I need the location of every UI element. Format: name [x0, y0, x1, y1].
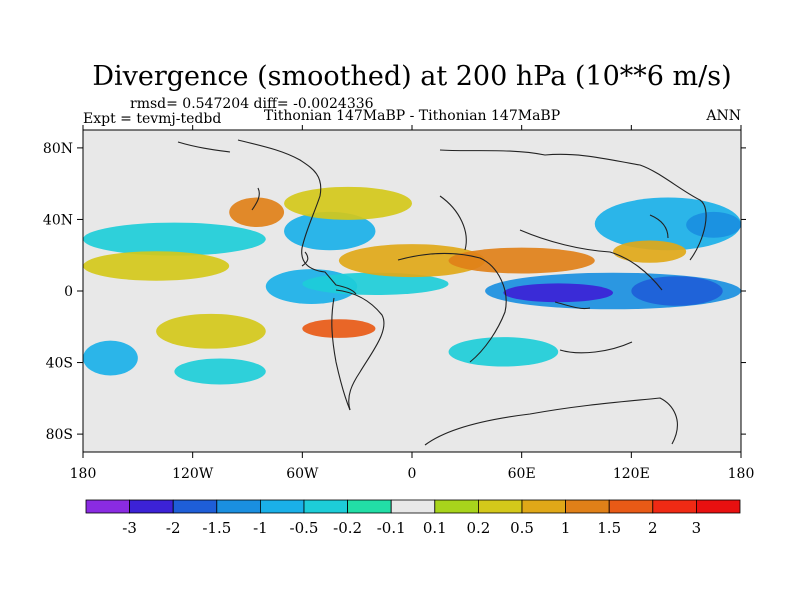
colorbar-label: -3 [122, 519, 137, 537]
colorbar-swatch [216, 499, 261, 514]
field-band [156, 313, 266, 349]
colorbar-label: 2 [648, 519, 658, 537]
colorbar-label: 3 [692, 519, 702, 537]
y-tick-label: 40S [46, 356, 73, 372]
colorbar-label: 0.5 [510, 519, 534, 537]
y-axis: 80N 40N 0 40S 80S [43, 141, 746, 443]
y-tick-label: 80S [46, 427, 73, 443]
field-band [613, 240, 687, 263]
field-band [302, 319, 376, 338]
comparison-label: Tithonian 147MaBP - Tithonian 147MaBP [264, 108, 560, 124]
x-tick-label: 60E [508, 466, 536, 482]
colorbar-label: 0.2 [466, 519, 490, 537]
map-plot-area [82, 129, 742, 453]
field-band [174, 358, 266, 385]
x-tick-label: 180 [728, 466, 755, 482]
field-band [503, 283, 614, 303]
colorbar-label: -0.1 [377, 519, 406, 537]
x-tick-label: 120W [172, 466, 214, 482]
colorbar-swatch [521, 499, 566, 514]
x-tick-label: 60W [286, 466, 319, 482]
y-tick-label: 80N [43, 141, 73, 157]
colorbar-swatch [172, 499, 218, 514]
colorbar-label: 1 [561, 519, 571, 537]
field-band [83, 251, 230, 281]
field-band [686, 211, 741, 238]
colorbar-swatch [652, 499, 697, 514]
colorbar-label: -0.2 [333, 519, 362, 537]
colorbar-swatch [85, 499, 130, 514]
x-tick-label: 180 [70, 466, 97, 482]
colorbar-swatch [259, 499, 305, 514]
field-band [448, 247, 595, 274]
field-band [448, 337, 559, 367]
field-band [594, 197, 741, 251]
colorbar-label: 1.5 [597, 519, 621, 537]
colorbar-label: 0.1 [423, 519, 447, 537]
chart-title: Divergence (smoothed) at 200 hPa (10**6 … [92, 61, 731, 92]
y-tick-label: 0 [64, 284, 73, 300]
colorbar-label: -1.5 [202, 519, 231, 537]
experiment-label: Expt = tevmj-tedbd [83, 111, 221, 127]
colorbar-swatch [608, 499, 654, 514]
colorbar-label: -0.5 [290, 519, 319, 537]
field-band [83, 340, 138, 376]
field-band [302, 272, 449, 295]
x-tick-label: 0 [408, 466, 417, 482]
colorbar: -3 -2 -1.5 -1 -0.5 -0.2 -0.1 0.1 0.2 0.5 1 1.5 2 3 [85, 499, 741, 537]
colorbar-swatch [129, 499, 174, 514]
field-band [229, 197, 285, 228]
coastlines [177, 139, 707, 446]
colorbar-swatch [565, 499, 610, 514]
x-axis: 180 120W 60W 0 60E 120E 180 [70, 125, 755, 482]
field-band [83, 222, 266, 256]
colorbar-swatch [434, 499, 479, 514]
colorbar-swatch [390, 499, 436, 514]
colorbar-swatch [477, 499, 523, 514]
divergence-field [83, 186, 741, 385]
field-band [284, 211, 376, 251]
colorbar-label: -2 [166, 519, 181, 537]
colorbar-swatch [696, 499, 741, 514]
x-tick-label: 120E [613, 466, 650, 482]
field-band [338, 244, 486, 278]
field-band [284, 186, 412, 220]
colorbar-swatch [303, 499, 348, 514]
y-tick-label: 40N [43, 212, 73, 228]
colorbar-label: -1 [253, 519, 268, 537]
stats-label: rmsd= 0.547204 diff= -0.0024336 [130, 96, 374, 112]
colorbar-swatch [347, 499, 392, 514]
field-band [631, 276, 723, 306]
period-label: ANN [705, 108, 741, 124]
